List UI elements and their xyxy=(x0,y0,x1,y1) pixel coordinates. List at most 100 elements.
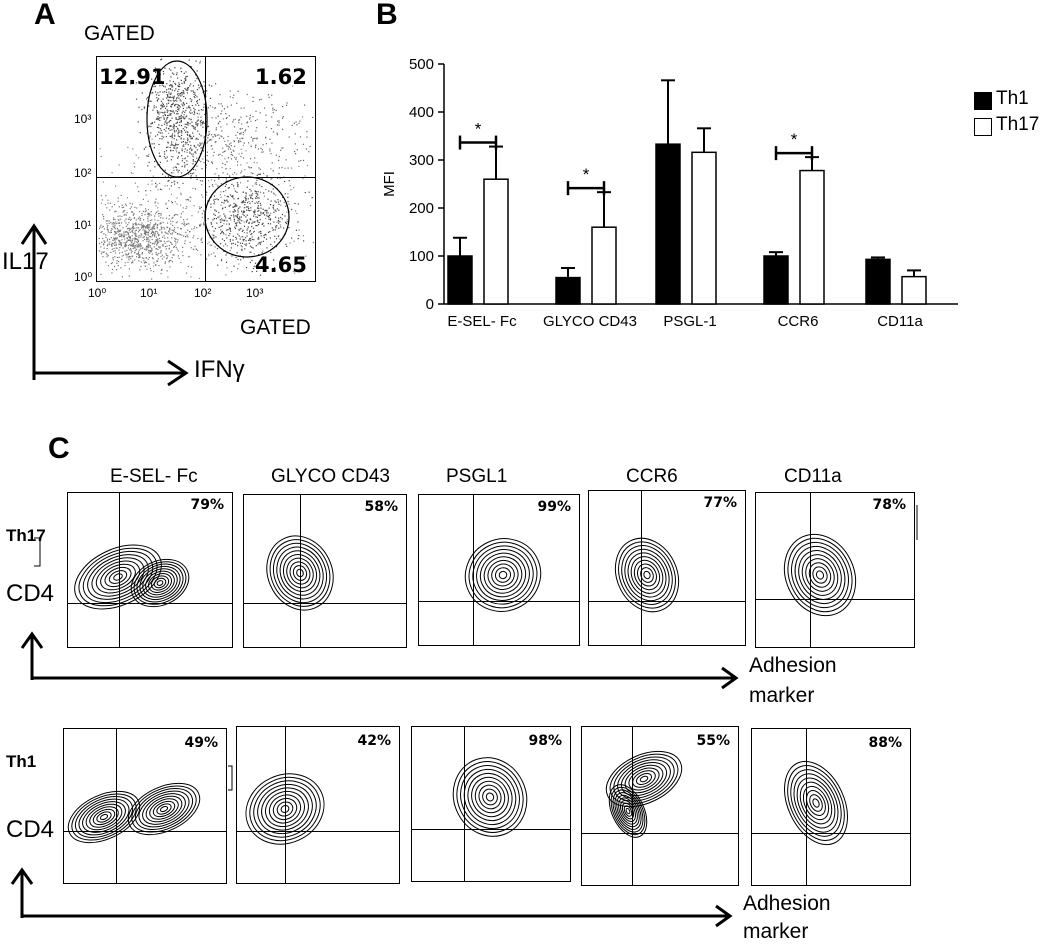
percent-label: 78% xyxy=(872,497,906,513)
contour-plot-th1-esel: 49% xyxy=(63,728,227,884)
panel-a-axis-arrows xyxy=(20,223,189,387)
significance-star: * xyxy=(583,165,590,184)
contour-plot-th1-ccr6: 55% xyxy=(581,726,739,886)
legend-th1-swatch xyxy=(974,92,992,110)
bar-th17 xyxy=(483,178,509,305)
contour-lines xyxy=(784,760,848,846)
y-tick-label: 200 xyxy=(409,200,434,217)
ifng-axis-label: IFNγ xyxy=(194,356,245,383)
bar-th17 xyxy=(799,169,825,305)
x-tick-3: 10³ xyxy=(246,286,264,300)
bar-th17 xyxy=(591,226,617,305)
bar-th1 xyxy=(655,143,681,305)
legend-th17-swatch xyxy=(974,118,992,136)
panel-c-letter: C xyxy=(48,432,70,465)
adhesion-label-th1-line2: marker xyxy=(743,920,809,943)
percent-label: 79% xyxy=(190,497,224,513)
percent-label: 55% xyxy=(696,733,730,749)
significance-star: * xyxy=(475,120,482,139)
y-tick-label: 300 xyxy=(409,152,434,169)
contour-plot-th1-psgl1: 98% xyxy=(411,726,571,882)
percent-label: 88% xyxy=(868,735,902,751)
category-label: PSGL-1 xyxy=(663,313,716,330)
quadrant-ul-value: 12.91 xyxy=(99,65,166,89)
x-tick-1: 10¹ xyxy=(140,286,158,300)
y-tick-label: 500 xyxy=(409,56,434,73)
percent-label: 77% xyxy=(703,495,737,511)
col-header-ccr6: CCR6 xyxy=(626,466,678,487)
quadrant-ur-value: 1.62 xyxy=(255,65,307,89)
quadrant-vline xyxy=(116,729,117,883)
quadrant-vline xyxy=(641,491,642,645)
quadrant-hline xyxy=(756,599,914,600)
y-tick-3: 10³ xyxy=(74,112,92,126)
y-tick-0: 10⁰ xyxy=(74,270,93,284)
quadrant-hline xyxy=(68,603,232,604)
il17-axis-label: IL17 xyxy=(2,248,49,275)
contour-lines xyxy=(245,773,325,845)
percent-label: 58% xyxy=(364,499,398,515)
bar-th1 xyxy=(865,258,891,305)
dotplot-canvas xyxy=(98,58,314,280)
quadrant-vline xyxy=(806,729,807,885)
contour-lines xyxy=(783,533,857,617)
bar-th17 xyxy=(691,151,717,305)
quadrant-hline xyxy=(589,601,745,602)
percent-label: 99% xyxy=(537,499,571,515)
quadrant-hline xyxy=(582,833,738,834)
quadrant-hline xyxy=(237,831,399,832)
percent-label: 42% xyxy=(357,733,391,749)
y-tick-2: 10² xyxy=(74,166,92,180)
quadrant-vline xyxy=(119,493,120,647)
quadrant-hline xyxy=(419,601,579,602)
contour-plot-th17-glyco: 58% xyxy=(243,494,407,648)
quadrant-vline xyxy=(810,493,811,647)
col-header-psgl1: PSGL1 xyxy=(446,466,508,487)
quadrant-hline xyxy=(752,833,910,834)
percent-label: 49% xyxy=(184,735,218,751)
y-tick-label: 0 xyxy=(426,296,434,313)
panel-a-dotplot: 12.91 1.62 4.65 xyxy=(96,56,316,282)
bar-th17 xyxy=(901,275,927,305)
quadrant-vline xyxy=(285,727,286,883)
quadrant-lr-value: 4.65 xyxy=(255,253,307,277)
col-header-esel: E-SEL- Fc xyxy=(110,466,198,487)
percent-label: 98% xyxy=(528,733,562,749)
category-label: E-SEL- Fc xyxy=(447,313,517,330)
quadrant-vline xyxy=(632,727,633,885)
y-tick-1: 10¹ xyxy=(74,218,92,232)
contour-plot-th17-psgl1: 99% xyxy=(418,494,580,646)
bar-chart: 0 100 200 300 400 500 MFI E-SEL- Fc * GLYCO CD43 *… xyxy=(381,56,958,330)
legend-th1-label: Th1 xyxy=(996,88,1029,109)
quadrant-hline xyxy=(97,177,315,178)
quadrant-hline xyxy=(64,831,226,832)
y-tick-label: 100 xyxy=(409,248,434,265)
cd4-label-th1: CD4 xyxy=(6,816,55,843)
row-label-th17: Th17 xyxy=(6,526,46,545)
legend-th17-label: Th17 xyxy=(996,114,1040,135)
y-axis-label: MFI xyxy=(381,171,398,197)
contour-lines xyxy=(74,544,190,610)
category-label: GLYCO CD43 xyxy=(543,313,637,330)
category-label: CD11a xyxy=(877,313,923,330)
adhesion-label-th1-line1: Adhesion xyxy=(743,892,831,915)
adhesion-label-th17-line2: marker xyxy=(749,684,815,707)
x-tick-2: 10² xyxy=(194,286,212,300)
contour-plot-th17-ccr6: 77% xyxy=(588,490,746,646)
bar-th1 xyxy=(447,255,473,305)
y-tick-label: 400 xyxy=(409,104,434,121)
panel-b-letter: B xyxy=(376,0,398,31)
panel-a-letter: A xyxy=(34,0,56,31)
x-tick-0: 10⁰ xyxy=(88,286,107,300)
quadrant-hline xyxy=(244,603,406,604)
cd4-label-th17: CD4 xyxy=(6,580,55,607)
dot-cloud xyxy=(98,58,314,280)
contour-lines xyxy=(452,757,528,837)
col-header-cd11a: CD11a xyxy=(784,466,842,487)
contour-plot-th1-glyco: 42% xyxy=(236,726,400,884)
category-label: CCR6 xyxy=(778,313,819,330)
col-header-glyco: GLYCO CD43 xyxy=(271,466,390,487)
quadrant-vline xyxy=(300,495,301,647)
contour-plot-th17-cd11a: 78% xyxy=(755,492,915,648)
quadrant-vline xyxy=(464,727,465,881)
